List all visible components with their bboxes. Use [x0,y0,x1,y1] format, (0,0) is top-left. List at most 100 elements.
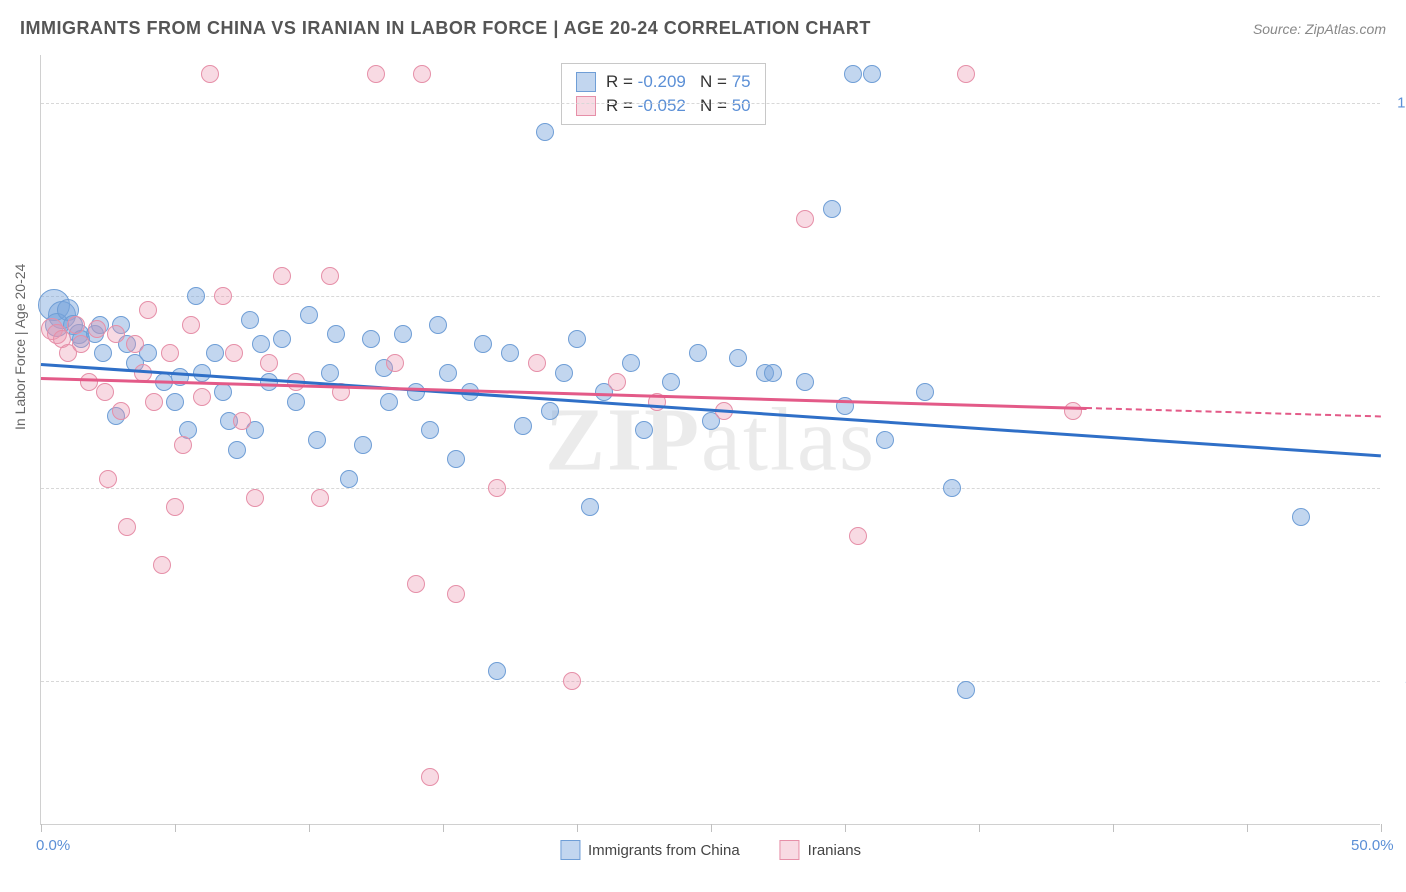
data-point [957,681,975,699]
data-point [96,383,114,401]
data-point [844,65,862,83]
data-point [161,344,179,362]
data-point [260,373,278,391]
data-point [214,287,232,305]
data-point [118,518,136,536]
data-point [88,320,106,338]
data-point [474,335,492,353]
gridline [41,103,1380,104]
legend-swatch [576,96,596,116]
legend-swatch [560,840,580,860]
legend-item: Immigrants from China [560,840,740,860]
data-point [488,479,506,497]
data-point [153,556,171,574]
data-point [957,65,975,83]
data-point [581,498,599,516]
data-point [367,65,385,83]
data-point [252,335,270,353]
data-point [662,373,680,391]
data-point [764,364,782,382]
data-point [94,344,112,362]
legend-swatch [780,840,800,860]
y-tick-label: 100.0% [1397,95,1406,112]
data-point [876,431,894,449]
data-point [233,412,251,430]
data-point [228,441,246,459]
data-point [182,316,200,334]
data-point [608,373,626,391]
data-point [145,393,163,411]
data-point [407,383,425,401]
x-tick [175,824,176,832]
data-point [340,470,358,488]
data-point [214,383,232,401]
x-tick [711,824,712,832]
data-point [796,210,814,228]
chart-title: IMMIGRANTS FROM CHINA VS IRANIAN IN LABO… [20,18,871,39]
data-point [99,470,117,488]
data-point [300,306,318,324]
data-point [943,479,961,497]
data-point [1064,402,1082,420]
data-point [311,489,329,507]
x-tick [1381,824,1382,832]
data-point [541,402,559,420]
x-tick [577,824,578,832]
x-tick [1113,824,1114,832]
data-point [354,436,372,454]
trend-line [1086,407,1381,417]
correlation-legend: R = -0.209 N = 75R = -0.052 N = 50 [561,63,766,125]
x-tick [41,824,42,832]
series-legend: Immigrants from China Iranians [560,840,861,860]
data-point [287,393,305,411]
legend-swatch [576,72,596,92]
gridline [41,681,1380,682]
data-point [166,393,184,411]
data-point [514,417,532,435]
x-tick [1247,824,1248,832]
legend-row: R = -0.052 N = 50 [576,94,751,118]
data-point [622,354,640,372]
data-point [429,316,447,334]
data-point [225,344,243,362]
gridline [41,296,1380,297]
legend-row: R = -0.209 N = 75 [576,70,751,94]
data-point [174,436,192,454]
source-label: Source: ZipAtlas.com [1253,21,1386,37]
data-point [80,373,98,391]
data-point [729,349,747,367]
data-point [67,316,85,334]
data-point [488,662,506,680]
x-tick [845,824,846,832]
data-point [447,585,465,603]
data-point [308,431,326,449]
data-point [635,421,653,439]
watermark: ZIPatlas [545,388,876,491]
data-point [916,383,934,401]
legend-item: Iranians [780,840,861,860]
data-point [439,364,457,382]
data-point [689,344,707,362]
data-point [321,267,339,285]
y-axis-title: In Labor Force | Age 20-24 [12,264,28,430]
data-point [201,65,219,83]
x-tick [979,824,980,832]
data-point [863,65,881,83]
data-point [107,325,125,343]
data-point [72,335,90,353]
gridline [41,488,1380,489]
data-point [260,354,278,372]
data-point [386,354,404,372]
data-point [327,325,345,343]
data-point [555,364,573,382]
data-point [421,768,439,786]
x-tick [309,824,310,832]
data-point [362,330,380,348]
chart-plot-area: ZIPatlas R = -0.209 N = 75R = -0.052 N =… [40,55,1380,825]
data-point [321,364,339,382]
data-point [849,527,867,545]
data-point [823,200,841,218]
data-point [421,421,439,439]
data-point [413,65,431,83]
data-point [206,344,224,362]
